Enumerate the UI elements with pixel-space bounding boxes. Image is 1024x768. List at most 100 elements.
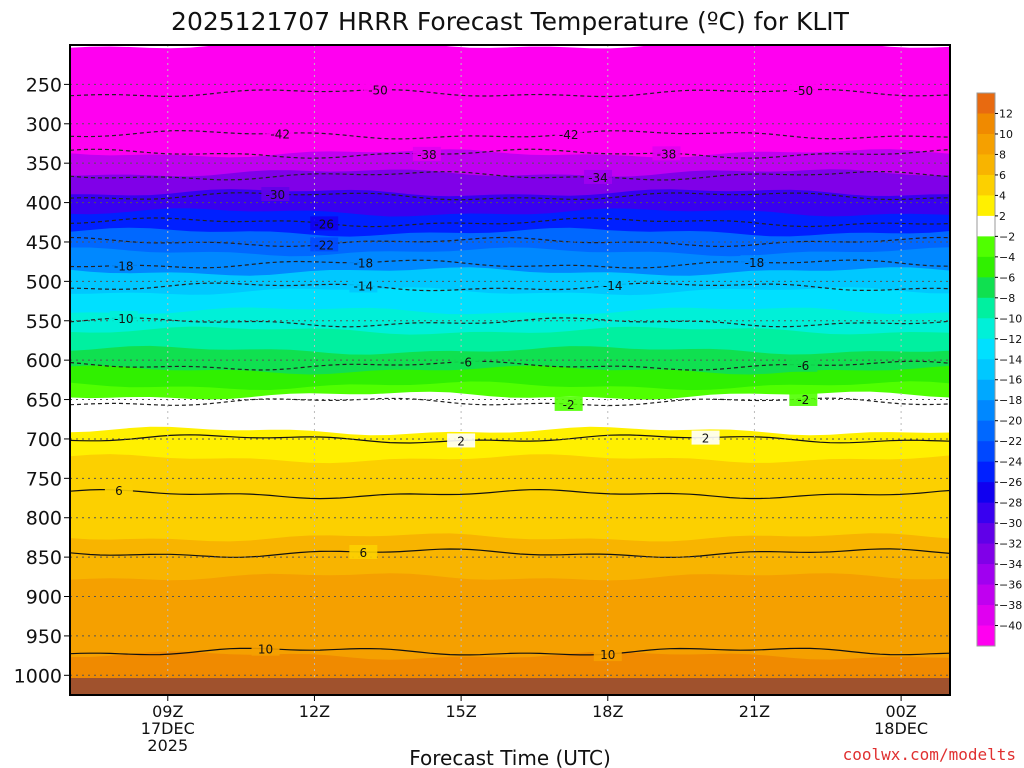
contour-label: -18 xyxy=(114,260,134,274)
contour-label: -14 xyxy=(354,279,374,293)
colorbar-label: 4 xyxy=(999,189,1006,202)
contour-label: 2 xyxy=(702,432,710,446)
contour-line xyxy=(70,488,950,500)
contour-label: -50 xyxy=(794,84,814,98)
plot-frame xyxy=(69,44,951,696)
contour-label-bg xyxy=(691,430,720,445)
ground-strip xyxy=(70,678,950,695)
temperature-band xyxy=(70,227,950,259)
temperature-band xyxy=(70,208,950,239)
colorbar-label: −20 xyxy=(999,415,1022,428)
temperature-band xyxy=(70,247,950,278)
colorbar-label: −12 xyxy=(999,333,1022,346)
contour-labels: -50 -50-42 -42-38 -38-34-30-26-22-18 -18 -18-… xyxy=(104,82,818,662)
colorbar-swatch xyxy=(977,502,995,524)
contour-label: -6 xyxy=(797,359,809,373)
x-tick-label: 2025 xyxy=(147,736,188,755)
contour-label-bg xyxy=(598,278,627,293)
colorbar-label: 8 xyxy=(999,148,1006,161)
colorbar-label: −6 xyxy=(999,271,1015,284)
colorbar-swatch xyxy=(977,359,995,381)
y-tick-label: 450 xyxy=(26,232,62,254)
contour-label-bg xyxy=(349,545,378,560)
contour-label-bg xyxy=(109,258,138,273)
colorbar-swatch xyxy=(977,605,995,627)
contour-label: -42 xyxy=(559,128,579,142)
colorbar-label: −32 xyxy=(999,538,1022,551)
colorbar-label: −34 xyxy=(999,558,1022,571)
colorbar-swatch xyxy=(977,113,995,135)
contour-label-bg xyxy=(584,169,612,184)
colorbar-frame xyxy=(976,92,996,647)
colorbar-label: −2 xyxy=(999,230,1015,243)
y-tick-label: 850 xyxy=(26,547,62,569)
colorbar-label: −24 xyxy=(999,456,1022,469)
colorbar-label: 2 xyxy=(999,210,1006,223)
contour-label: -18 xyxy=(745,256,765,270)
contour-label-bg xyxy=(310,237,339,252)
colorbar-swatch xyxy=(977,379,995,401)
y-tick-label: 250 xyxy=(26,74,62,96)
colorbar-swatch xyxy=(977,400,995,422)
contour-label: 2 xyxy=(457,434,465,448)
x-axis-label: Forecast Time (UTC) xyxy=(409,746,611,768)
colorbar-swatch xyxy=(977,195,995,217)
contour-label-bg xyxy=(266,126,295,141)
contour-label-bg xyxy=(554,126,583,141)
temperature-band xyxy=(70,533,950,583)
contour-label-bg xyxy=(310,216,339,231)
y-tick-label: 1000 xyxy=(14,665,62,687)
temperature-band xyxy=(70,326,950,357)
colorbar-swatch xyxy=(977,297,995,319)
colorbar-swatch xyxy=(977,215,995,237)
contour-label-bg xyxy=(104,483,133,498)
colorbar-swatch xyxy=(977,338,995,360)
contour-label-bg xyxy=(789,82,818,97)
colorbar-swatch xyxy=(977,482,995,504)
colorbar-label: −26 xyxy=(999,476,1022,489)
colorbar-swatch xyxy=(977,256,995,278)
contour-label-bg xyxy=(261,187,290,202)
y-tick-label: 300 xyxy=(26,114,62,136)
y-tick-label: 600 xyxy=(26,350,62,372)
contour-label-bg xyxy=(109,310,138,325)
y-tick-label: 950 xyxy=(26,626,62,648)
contour-label: -10 xyxy=(114,312,134,326)
contour-label: 10 xyxy=(258,643,273,657)
x-tick-label: 15Z xyxy=(445,702,476,721)
temperature-band xyxy=(70,365,950,393)
colorbar-legend: 12 10 8 6 4 2 −2 −4 −6 −8 −10 −12 −14 −16 −18 −20 −22 −24… xyxy=(976,92,1022,647)
y-tick-label: 400 xyxy=(26,193,62,215)
contour-label-bg xyxy=(593,647,622,662)
colorbar-label: −14 xyxy=(999,353,1022,366)
contour-label: -18 xyxy=(354,257,374,271)
colorbar-label: −10 xyxy=(999,312,1022,325)
colorbar-label: −38 xyxy=(999,599,1022,612)
y-tick-label: 350 xyxy=(26,153,62,175)
y-tick-label: 750 xyxy=(26,468,62,490)
y-tick-label: 800 xyxy=(26,508,62,530)
colorbar-label: −8 xyxy=(999,292,1015,305)
temperature-band xyxy=(70,391,950,411)
colorbar-label: 6 xyxy=(999,169,1006,182)
colorbar-swatch xyxy=(977,564,995,586)
chart-title: 2025121707 HRRR Forecast Temperature (ºC… xyxy=(171,7,850,36)
colorbar-swatch xyxy=(977,174,995,196)
contour-label-bg xyxy=(789,391,818,406)
x-tick-label: 18Z xyxy=(592,702,623,721)
temperature-band xyxy=(70,169,950,199)
colorbar-swatch xyxy=(977,277,995,299)
contour-label-bg xyxy=(652,146,681,161)
colorbar-label: −36 xyxy=(999,579,1022,592)
contour-label: 10 xyxy=(600,648,615,662)
pressure-axis: 250 300 350 400 450 500 550 600 650 700 750 800 850 9… xyxy=(14,74,70,687)
colorbar-swatch xyxy=(977,93,995,114)
temperature-band xyxy=(70,287,950,317)
contour-label: -34 xyxy=(588,171,608,185)
contour-label-bg xyxy=(789,357,818,372)
colorbar-swatch xyxy=(977,420,995,442)
colorbar-swatch xyxy=(977,584,995,606)
x-tick-label: 21Z xyxy=(739,702,770,721)
plot-area xyxy=(70,45,950,695)
temperature-band xyxy=(70,493,950,544)
